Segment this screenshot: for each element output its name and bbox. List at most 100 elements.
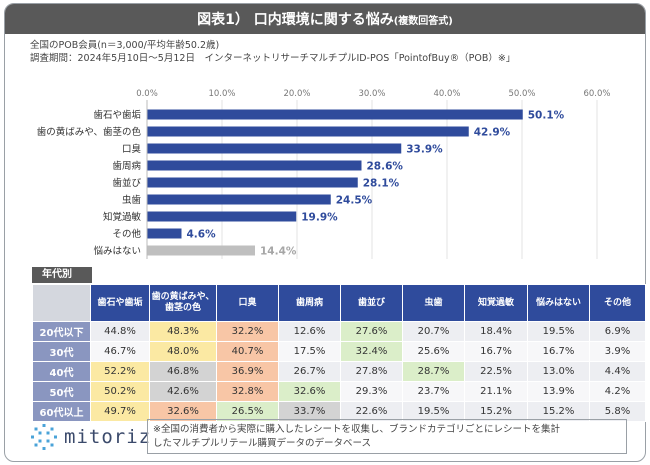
table-cell: 52.2% <box>90 361 150 382</box>
category-label: 歯周病 <box>112 160 141 172</box>
column-header: 口臭 <box>216 284 279 322</box>
row-header: 30代 <box>32 341 91 362</box>
row-header: 40代 <box>32 361 91 382</box>
x-tick-label: 10.0% <box>208 89 235 99</box>
table-cell: 5.8% <box>589 401 646 422</box>
x-tick-label: 60.0% <box>583 89 610 99</box>
row-header: 20代以下 <box>32 321 91 342</box>
column-header: 歯石や歯垢 <box>90 284 150 322</box>
bar-value-label: 4.6% <box>187 229 217 241</box>
table-cell: 16.7% <box>464 341 528 362</box>
table-row: 60代以上 49.7% 32.6% 26.5% 33.7% 22.6% 19.5% 15.2%… <box>32 401 646 422</box>
mitoriz-logo: mitoriz <box>30 423 151 451</box>
survey-sample: 全国のPOB会員(n＝3,000/平均年齢50.2歳) <box>30 40 220 51</box>
row-header: 60代以上 <box>32 401 91 422</box>
table-cell: 46.8% <box>149 361 217 382</box>
table-row: 50代 50.2% 42.6% 32.8% 32.6% 29.3% 23.7% 21.1% 13… <box>32 381 646 402</box>
table-cell: 15.2% <box>527 401 590 422</box>
title-bar: 図表1） 口内環境に関する悩み(複数回答式) <box>5 4 645 34</box>
bar-value-label: 50.1% <box>528 110 565 122</box>
column-header: 虫歯 <box>402 284 465 322</box>
x-tick-label: 30.0% <box>358 89 385 99</box>
table-cell: 19.5% <box>402 401 465 422</box>
survey-meta: 全国のPOB会員(n＝3,000/平均年齢50.2歳) 調査期間：2024年5月… <box>30 39 515 65</box>
table-cell: 46.7% <box>90 341 150 362</box>
table-cell: 4.4% <box>589 361 646 382</box>
column-header: その他 <box>589 284 646 322</box>
category-label: 悩みはない <box>93 245 141 257</box>
bar <box>147 126 469 137</box>
table-cell: 13.9% <box>527 381 590 402</box>
table-cell: 40.7% <box>216 341 279 362</box>
table-cell: 32.2% <box>216 321 279 342</box>
bar <box>147 245 255 256</box>
category-label: 歯の黄ばみや、歯茎の色 <box>37 126 142 138</box>
column-header: 歯並び <box>340 284 403 322</box>
age-table: 歯石や歯垢 歯の黄ばみや、 歯茎の色 口臭 歯周病 歯並び 虫歯 知覚過敏 悩みはない その他 2… <box>32 284 646 422</box>
row-header: 50代 <box>32 381 91 402</box>
table-cell: 25.6% <box>402 341 465 362</box>
table-cell: 48.0% <box>149 341 217 362</box>
bar-value-label: 28.1% <box>363 178 400 190</box>
category-label: 口臭 <box>122 143 142 155</box>
table-cell: 22.6% <box>340 401 403 422</box>
footnote-line-2: したマルチプルリテール購買データのデータベース <box>153 438 372 449</box>
bar <box>147 143 402 154</box>
table-cell: 6.9% <box>589 321 646 342</box>
x-tick-label: 40.0% <box>433 89 460 99</box>
table-cell: 32.4% <box>340 341 403 362</box>
table-cell: 12.6% <box>278 321 341 342</box>
bar-value-label: 24.5% <box>336 195 373 207</box>
table-cell: 36.9% <box>216 361 279 382</box>
bar <box>147 228 182 239</box>
table-cell: 26.5% <box>216 401 279 422</box>
table-row: 40代 52.2% 46.8% 36.9% 26.7% 27.8% 28.7% 22.5% 13… <box>32 361 646 382</box>
category-label: 歯並び <box>112 177 141 189</box>
table-cell: 50.2% <box>90 381 150 402</box>
footnote: ※全国の消費者から実際に購入したレシートを収集し、ブランドカテゴリごとにレシート… <box>147 419 627 454</box>
table-cell: 19.5% <box>527 321 590 342</box>
table-cell: 23.7% <box>402 381 465 402</box>
logo-wordmark: mitoriz <box>64 426 152 448</box>
bar-value-label: 42.9% <box>474 127 511 139</box>
table-cell: 32.6% <box>149 401 217 422</box>
x-tick-label: 0.0% <box>136 89 158 99</box>
column-header: 歯の黄ばみや、 歯茎の色 <box>149 284 217 322</box>
table-cell: 29.3% <box>340 381 403 402</box>
bar <box>147 160 362 171</box>
table-cell: 13.0% <box>527 361 590 382</box>
column-header: 悩みはない <box>527 284 590 322</box>
table-cell: 27.8% <box>340 361 403 382</box>
table-cell: 44.8% <box>90 321 150 342</box>
bar <box>147 177 358 188</box>
table-corner <box>32 284 91 322</box>
table-cell: 42.6% <box>149 381 217 402</box>
table-cell: 28.7% <box>402 361 465 382</box>
survey-period: 調査期間：2024年5月10日～5月12日 インターネットリサーチマルチプルID… <box>30 53 516 64</box>
table-cell: 4.2% <box>589 381 646 402</box>
bar <box>147 194 331 205</box>
column-header: 知覚過敏 <box>464 284 528 322</box>
table-cell: 33.7% <box>278 401 341 422</box>
table-row: 20代以下 44.8% 48.3% 32.2% 12.6% 27.6% 20.7% 18.4%… <box>32 321 646 342</box>
column-header: 歯周病 <box>278 284 341 322</box>
table-cell: 18.4% <box>464 321 528 342</box>
bar-value-label: 33.9% <box>406 144 443 156</box>
bar-value-label: 14.4% <box>260 246 297 258</box>
table-cell: 22.5% <box>464 361 528 382</box>
category-label: 知覚過敏 <box>103 211 142 223</box>
bar-value-label: 28.6% <box>367 161 404 173</box>
x-tick-label: 20.0% <box>283 89 310 99</box>
footnote-line-1: ※全国の消費者から実際に購入したレシートを収集し、ブランドカテゴリごとにレシート… <box>153 424 560 435</box>
column-header-line: 歯の黄ばみや、 <box>151 292 215 302</box>
table-cell: 49.7% <box>90 401 150 422</box>
bar-value-label: 19.9% <box>301 212 338 224</box>
category-label: 虫歯 <box>122 194 142 206</box>
table-cell: 32.6% <box>278 381 341 402</box>
table-row: 30代 46.7% 48.0% 40.7% 17.5% 32.4% 25.6% 16.7% 16… <box>32 341 646 362</box>
table-cell: 26.7% <box>278 361 341 382</box>
table-cell: 32.8% <box>216 381 279 402</box>
bar <box>147 211 297 222</box>
table-cell: 3.9% <box>589 341 646 362</box>
bar <box>147 109 523 120</box>
